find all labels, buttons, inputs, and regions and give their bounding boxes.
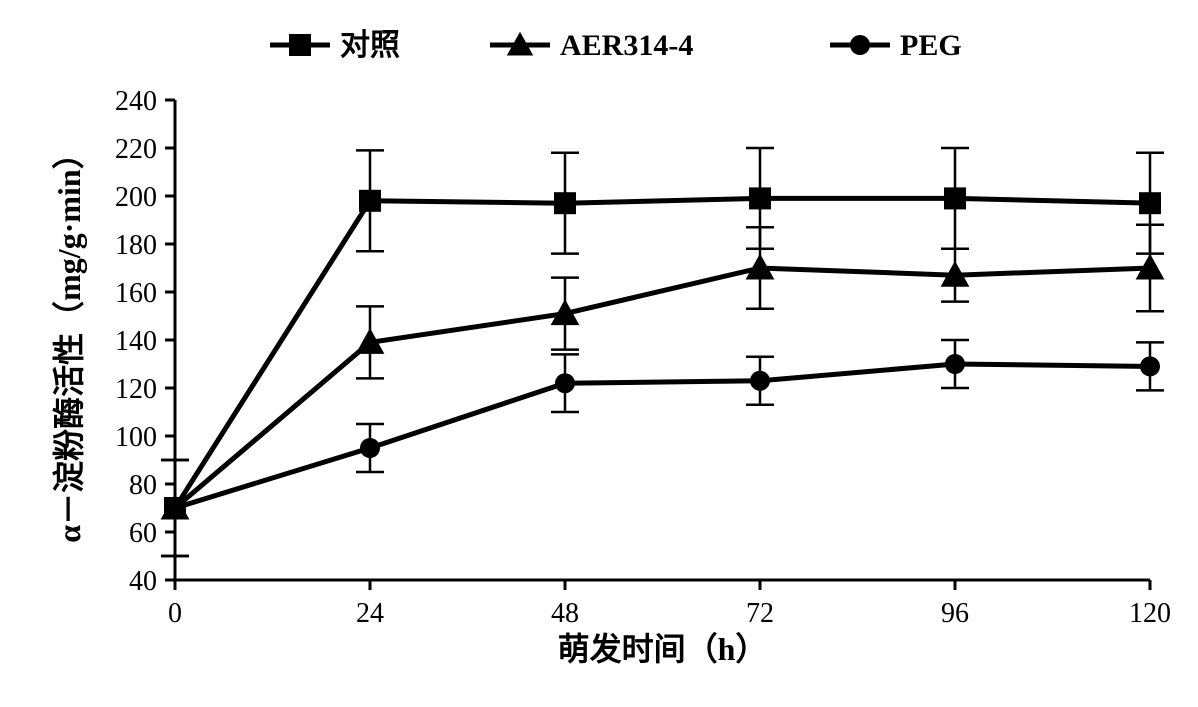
chart-container: 0 24 48 72 96 120 40 60 80 100 120 140 160 180 200 220 2… [20, 20, 1178, 687]
y-axis-title: α－淀粉酶活性（mg/g·min） [51, 137, 87, 542]
y-tick-label: 120 [115, 374, 157, 405]
y-tick-label: 220 [115, 134, 157, 165]
y-tick-label: 200 [115, 182, 157, 213]
x-axis-title: 萌发时间（h） [558, 631, 768, 667]
x-tick-label: 48 [551, 598, 579, 629]
y-tick-label: 140 [115, 326, 157, 357]
y-tick-label: 80 [129, 470, 157, 501]
x-tick-label: 0 [168, 598, 182, 629]
x-tick-label: 24 [356, 598, 384, 629]
x-tick-label: 120 [1129, 598, 1171, 629]
y-tick-label: 60 [129, 518, 157, 549]
legend-label: PEG [900, 29, 962, 62]
y-tick-label: 240 [115, 86, 157, 117]
y-tick-label: 40 [129, 566, 157, 597]
y-tick-label: 100 [115, 422, 157, 453]
legend-label: AER314-4 [560, 29, 693, 62]
y-tick-label: 180 [115, 230, 157, 261]
y-tick-label: 160 [115, 278, 157, 309]
legend-label: 对照 [340, 29, 400, 62]
line-chart: 0 24 48 72 96 120 40 60 80 100 120 140 160 180 200 220 2… [20, 20, 1178, 687]
x-tick-label: 96 [941, 598, 969, 629]
x-tick-label: 72 [746, 598, 774, 629]
